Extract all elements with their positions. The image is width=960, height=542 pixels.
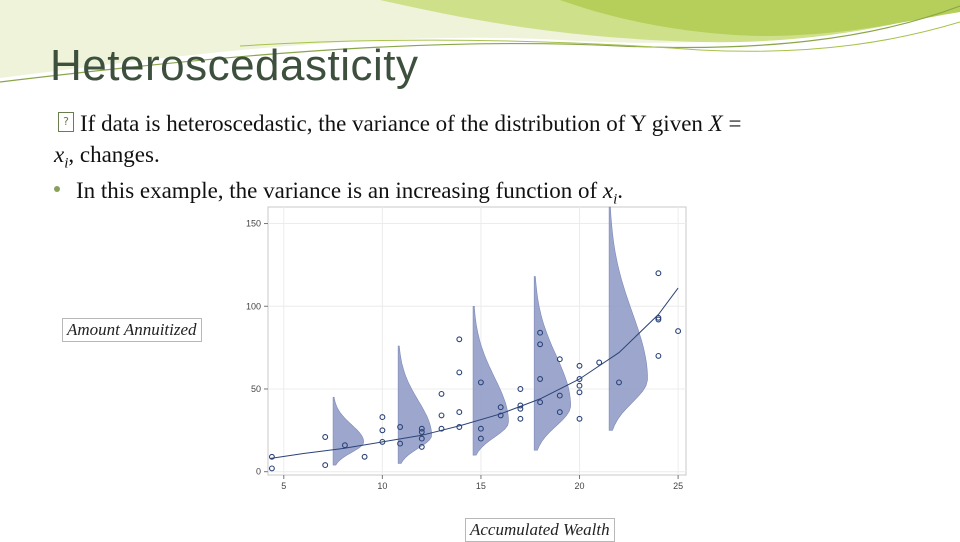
density-curve <box>332 396 364 466</box>
y-tick-label: 100 <box>246 301 261 311</box>
data-point <box>616 379 622 386</box>
x-tick-label: 25 <box>673 481 683 491</box>
data-point <box>418 443 425 450</box>
data-point <box>361 453 368 460</box>
data-point <box>596 359 603 366</box>
data-point <box>322 462 329 469</box>
data-point <box>556 356 563 363</box>
data-point <box>537 329 544 336</box>
data-point <box>438 412 445 419</box>
data-point <box>477 435 484 442</box>
math-X: X <box>708 111 723 136</box>
header-swoosh-bright <box>560 0 960 36</box>
data-point <box>537 341 544 348</box>
data-point <box>675 328 682 335</box>
x-axis-label: Accumulated Wealth <box>465 518 615 542</box>
data-point <box>322 434 329 440</box>
data-point <box>379 438 386 445</box>
data-point <box>537 376 544 382</box>
data-point <box>497 412 504 419</box>
data-point <box>268 453 275 460</box>
data-point <box>379 414 386 421</box>
data-point <box>379 427 386 434</box>
data-point <box>655 270 662 277</box>
math-x-2: x <box>602 178 614 203</box>
trend-line <box>269 287 679 459</box>
slide-title: Heteroscedasticity <box>50 41 419 90</box>
data-point <box>341 442 348 449</box>
data-point <box>268 465 275 472</box>
bullet-dot <box>54 186 60 192</box>
bullet-1-line-1: If data is heteroscedastic, the variance… <box>80 112 741 135</box>
data-point <box>576 376 583 382</box>
data-point <box>456 369 463 376</box>
x-tick-label: 5 <box>281 481 286 491</box>
x-tick-label: 15 <box>476 481 486 491</box>
data-point <box>556 392 563 399</box>
missing-glyph-bullet: ? <box>58 112 74 132</box>
data-point <box>517 386 524 392</box>
data-point <box>397 424 404 430</box>
y-tick-label: 0 <box>256 467 261 477</box>
math-equals: = <box>722 111 742 136</box>
data-point <box>438 390 445 397</box>
scatter-chart: 5 10 15 20 25 0 50 100 150 <box>246 206 687 491</box>
y-tick-label: 50 <box>251 384 261 394</box>
header-swoosh-line-2 <box>239 21 960 52</box>
x-tick-label: 10 <box>377 481 387 491</box>
data-point <box>576 382 583 389</box>
data-point <box>477 379 484 386</box>
bullet-1-line-2: xi, changes. <box>54 143 160 172</box>
data-point <box>655 352 662 359</box>
density-curve <box>608 206 648 431</box>
data-point <box>418 435 425 442</box>
data-point <box>517 405 524 412</box>
data-point <box>497 404 504 411</box>
y-tick-label: 150 <box>246 219 261 229</box>
data-point <box>517 415 524 422</box>
data-point <box>576 362 583 369</box>
data-point <box>456 424 463 430</box>
data-point <box>477 425 484 432</box>
data-point <box>397 440 404 447</box>
data-point <box>418 425 425 432</box>
data-point <box>576 415 583 422</box>
data-point <box>576 389 583 396</box>
data-point <box>537 399 544 406</box>
data-point <box>438 425 445 432</box>
math-subscript-i-2: i <box>613 191 618 208</box>
data-point <box>556 409 563 416</box>
data-point <box>655 316 662 323</box>
bullet-2: In this example, the variance is an incr… <box>76 179 623 208</box>
data-point <box>456 336 463 343</box>
bullet-1-end: , changes. <box>68 142 160 167</box>
header-decoration <box>0 0 960 83</box>
data-point <box>418 429 425 435</box>
header-swoosh-line <box>0 5 960 83</box>
x-tick-label: 20 <box>575 481 585 491</box>
data-point <box>456 409 463 416</box>
bullet-2-end: . <box>617 178 624 203</box>
data-point <box>517 402 524 409</box>
math-subscript-i: i <box>64 155 69 172</box>
bullet-1-text: If data is heteroscedastic, the variance… <box>80 111 709 136</box>
bullet-2-text: In this example, the variance is an incr… <box>76 178 603 203</box>
math-x: x <box>54 142 65 167</box>
y-axis-label: Amount Annuitized <box>62 318 202 342</box>
